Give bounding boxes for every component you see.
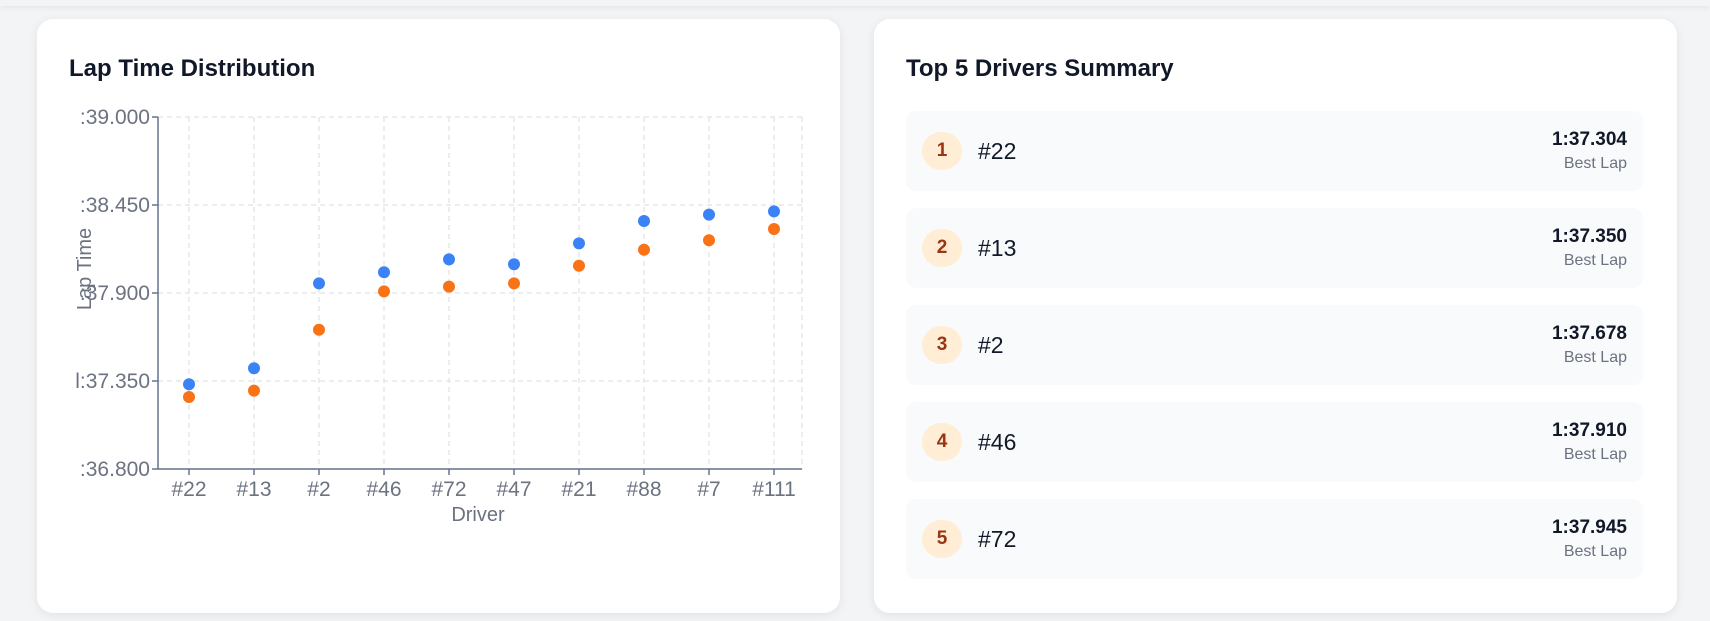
best-lap-time: 1:37.678	[1551, 323, 1627, 344]
summary-card-title: Top 5 Drivers Summary	[906, 55, 1174, 82]
best-lap-time: 1:37.304	[1551, 129, 1627, 150]
x-tick-label: #7	[697, 478, 720, 501]
series-blue-point	[378, 266, 390, 279]
driver-number: #72	[978, 526, 1017, 552]
series-orange-point	[638, 243, 650, 256]
rank-badge: 5	[922, 520, 962, 558]
y-axis-title: Lap Time	[74, 228, 96, 310]
driver-number: #2	[978, 332, 1004, 358]
series-blue-point	[248, 362, 260, 375]
lap-time-scatter-chart: :39.000 :38.450 :37.900 l:37.350 :36.800 #22 #…	[74, 106, 803, 526]
series-blue-point	[768, 205, 780, 218]
driver-row-3[interactable]: 3 #2 1:37.678 Best Lap	[906, 305, 1643, 385]
series-blue-point	[638, 215, 650, 227]
series-orange-point	[248, 384, 260, 397]
x-tick-label: #2	[307, 478, 330, 501]
driver-number: #13	[978, 235, 1017, 261]
top-drivers-summary-card: Top 5 Drivers Summary 1 #22 1:37.304 Bes…	[874, 19, 1677, 613]
rank-badge: 3	[922, 326, 962, 364]
x-axis-title: Driver	[451, 504, 505, 526]
lap-time-chart-card: Lap Time Distribution :39.000 :38.450 :37.…	[37, 19, 840, 613]
y-tick-label: :39.000	[80, 106, 150, 129]
best-lap-time: 1:37.350	[1551, 226, 1627, 247]
driver-row-4[interactable]: 4 #46 1:37.910 Best Lap	[906, 402, 1643, 482]
best-lap-label: Best Lap	[1563, 349, 1627, 366]
x-tick-label: #72	[431, 478, 466, 501]
series-orange-point	[508, 277, 520, 290]
y-tick-label: :36.800	[80, 458, 150, 481]
best-lap-label: Best Lap	[1563, 543, 1627, 560]
series-orange-point	[443, 280, 455, 293]
y-tick-label: :38.450	[80, 194, 150, 217]
rank-badge: 2	[922, 229, 962, 267]
driver-row-5[interactable]: 5 #72 1:37.945 Best Lap	[906, 499, 1643, 579]
series-blue-point	[508, 258, 520, 271]
series-blue-point	[183, 378, 195, 391]
driver-summary-list: 1 #22 1:37.304 Best Lap 2 #13 1:37.350 B…	[906, 111, 1643, 596]
y-tick-label: l:37.350	[75, 370, 150, 393]
best-lap-label: Best Lap	[1563, 252, 1627, 269]
x-tick-label: #21	[561, 478, 596, 501]
series-orange-point	[313, 323, 325, 336]
top-strip	[0, 0, 1710, 6]
best-lap-label: Best Lap	[1563, 446, 1627, 463]
series-orange-point	[768, 223, 780, 235]
driver-row-2[interactable]: 2 #13 1:37.350 Best Lap	[906, 208, 1643, 288]
series-orange-point	[183, 391, 195, 403]
best-lap-time: 1:37.910	[1551, 420, 1627, 441]
series-orange-point	[573, 259, 585, 272]
x-tick-label: #13	[236, 478, 271, 501]
series-blue-point	[443, 253, 455, 266]
driver-number: #46	[978, 429, 1017, 455]
series-orange-point	[378, 285, 390, 298]
chart-card-title: Lap Time Distribution	[69, 55, 316, 82]
rank-badge: 4	[922, 423, 962, 461]
x-tick-label: #22	[171, 478, 206, 501]
series-blue-point	[313, 277, 325, 290]
y-tick-label: :37.900	[80, 282, 150, 305]
series-blue-point	[573, 237, 585, 250]
best-lap-time: 1:37.945	[1551, 517, 1627, 538]
rank-badge: 1	[922, 132, 962, 170]
series-blue-point	[703, 208, 715, 221]
x-tick-label: #46	[366, 478, 401, 501]
series-orange-point	[703, 234, 715, 247]
x-tick-label: #88	[626, 478, 661, 501]
best-lap-label: Best Lap	[1563, 155, 1627, 172]
driver-number: #22	[978, 138, 1017, 164]
x-tick-label: #111	[752, 478, 796, 501]
x-tick-label: #47	[496, 478, 531, 501]
driver-row-1[interactable]: 1 #22 1:37.304 Best Lap	[906, 111, 1643, 191]
